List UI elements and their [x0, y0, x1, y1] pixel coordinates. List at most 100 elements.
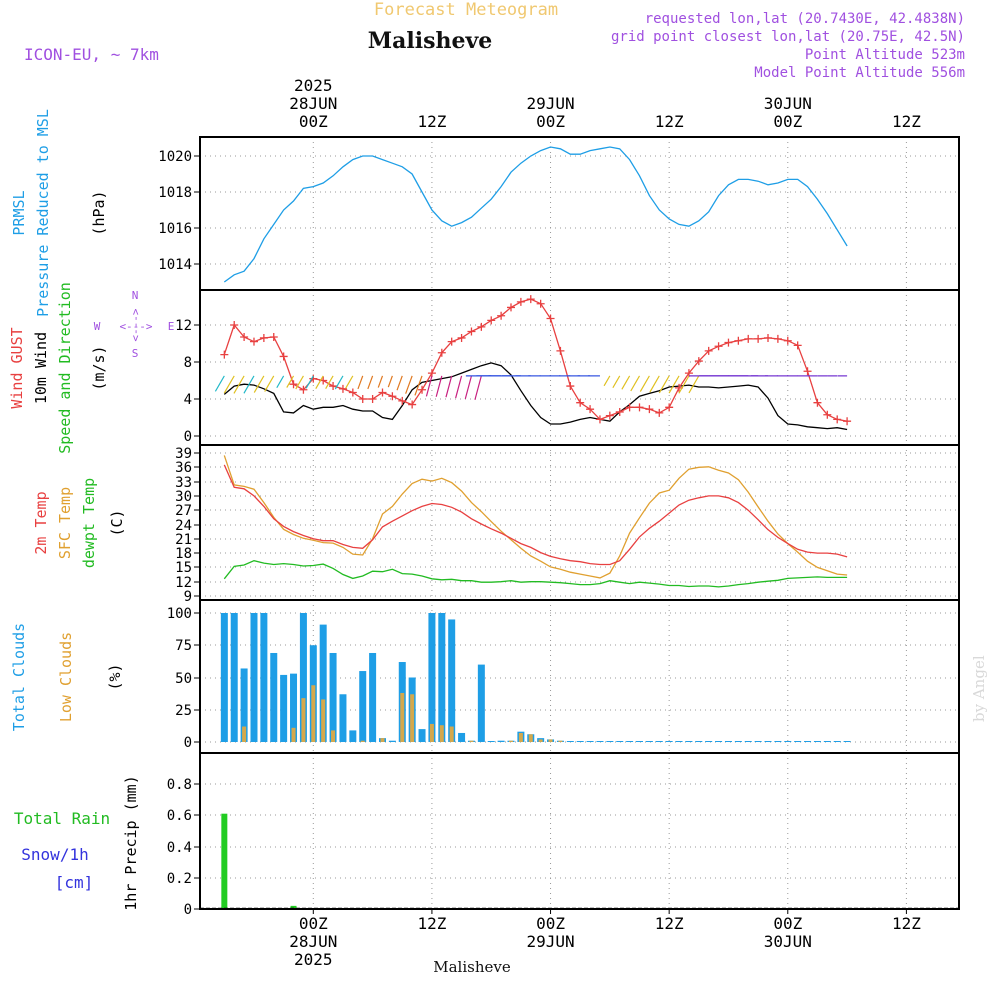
total-cloud-bar — [705, 741, 713, 742]
gust-marker — [536, 299, 545, 308]
gust-marker — [329, 382, 338, 391]
precip-ytick-label: 0 — [184, 902, 192, 918]
low-cloud-bar — [548, 739, 553, 742]
wind-direction-arrow — [621, 375, 631, 390]
gust-marker — [625, 403, 634, 412]
low-cloud-bar — [311, 685, 316, 742]
pressure-label: (hPa) — [90, 190, 108, 235]
total-cloud-bar — [823, 741, 831, 742]
gust-marker — [714, 342, 723, 351]
wind-direction-arrow — [357, 375, 364, 390]
precip-label: 1hr Precip (mm) — [122, 775, 140, 910]
gust-marker — [655, 408, 664, 417]
gust-marker — [566, 382, 575, 391]
total-cloud-bar — [586, 741, 594, 742]
pressure-ytick-label: 1020 — [158, 149, 192, 165]
precip-panel: 0 0.2 0.4 0.6 0.8 1hr Precip (mm) Total Rain… — [14, 753, 959, 918]
precip-legend-item: [cm] — [55, 873, 94, 892]
gust-marker — [497, 311, 506, 320]
low-cloud-bar — [429, 723, 434, 742]
low-cloud-bar — [439, 725, 444, 742]
model-altitude: Model Point Altitude 556m — [754, 65, 965, 81]
gust-marker — [813, 398, 822, 407]
pressure-grid — [200, 137, 959, 290]
top-title: Forecast Meteogram — [374, 0, 558, 20]
total-cloud-bar — [299, 613, 307, 742]
low-cloud-bar — [321, 699, 326, 742]
gust-line — [223, 298, 848, 422]
wind-direction-arrow — [243, 375, 255, 394]
precip-ytick-label: 0.2 — [167, 871, 192, 887]
gust-marker — [467, 327, 476, 336]
total-cloud-bar — [794, 741, 802, 742]
gust-marker — [427, 369, 436, 378]
location-title: Malisheve — [368, 28, 492, 54]
temperature-ytick-label: 33 — [175, 475, 192, 491]
bottom-time-label: 29JUN — [526, 932, 574, 951]
wind-direction-arrow — [464, 375, 473, 400]
top-time-label: 12Z — [655, 112, 684, 131]
wind-direction-arrow — [435, 375, 443, 397]
top-time-label: 00Z — [773, 112, 802, 131]
pressure-panel: 1014 1016 1018 1020 PRMSL Pressure Reduced t… — [10, 109, 959, 317]
wind-panel: 0 4 8 12 Wind GUST 10m Wind Speed and Directi… — [8, 282, 959, 454]
bottom-time-label: 00Z — [536, 914, 565, 933]
low-cloud-bar — [360, 740, 365, 742]
wind-direction-arrow — [649, 375, 660, 393]
wind-direction-arrow — [315, 375, 324, 390]
gust-marker — [803, 367, 812, 376]
temperature-side-labels: 2m Temp SFC Temp dewpt Temp (C) — [32, 478, 126, 568]
total-cloud-bar — [458, 732, 466, 742]
total-cloud-bar — [774, 741, 782, 742]
watermark: by Angel — [970, 655, 988, 722]
pressure-label: Pressure Reduced to MSL — [34, 109, 52, 317]
gust-marker — [388, 392, 397, 401]
wind-label: 10m Wind — [32, 332, 50, 404]
clouds-panel: 0 25 50 75 100 Total Clouds Low Clouds (%) — [10, 600, 959, 753]
total-cloud-bar — [764, 741, 772, 742]
total-cloud-bar — [804, 741, 812, 742]
wind-y-ticks: 0 4 8 12 — [175, 318, 200, 445]
dewpt-temp-line — [223, 560, 848, 588]
gust-marker — [398, 396, 407, 405]
gust-marker — [605, 411, 614, 420]
wind-direction-arrow — [612, 375, 621, 389]
wind-direction-arrow — [377, 375, 384, 388]
compass-s: S — [132, 347, 139, 360]
pressure-y-ticks: 1014 1016 1018 1020 — [158, 149, 200, 273]
gust-marker — [724, 338, 733, 347]
clouds-ytick-label: 75 — [175, 638, 192, 654]
gust-marker — [615, 407, 624, 416]
clouds-y-ticks: 0 25 50 75 100 — [167, 606, 200, 751]
total-cloud-bar — [724, 741, 732, 742]
bottom-time-label: 30JUN — [764, 932, 812, 951]
precip-legend-item: Total Rain — [14, 809, 110, 828]
gust-marker — [487, 316, 496, 325]
total-cloud-bar — [280, 674, 288, 742]
total-cloud-bar — [290, 673, 298, 742]
temperature-label: (C) — [108, 509, 126, 536]
clouds-ytick-label: 25 — [175, 703, 192, 719]
pressure-label: PRMSL — [10, 190, 28, 235]
top-time-label: 29JUN — [526, 94, 574, 113]
gust-marker — [289, 380, 298, 389]
total-cloud-bar — [428, 613, 436, 742]
low-cloud-bar — [558, 740, 563, 742]
wind-direction-arrow — [264, 375, 275, 392]
top-time-label: 12Z — [892, 112, 921, 131]
rain-bar — [221, 813, 228, 909]
compass-arrow-vertical: <---> — [129, 308, 142, 341]
bottom-time-label: 12Z — [417, 914, 446, 933]
low-cloud-bar — [469, 740, 474, 742]
gust-marker — [240, 333, 249, 342]
compass-n: N — [132, 289, 139, 302]
wind-ytick-label: 0 — [184, 429, 192, 445]
gust-marker — [299, 385, 308, 394]
total-cloud-bar — [784, 741, 792, 742]
gust-marker — [823, 410, 832, 419]
gust-marker — [348, 388, 357, 397]
total-cloud-bar — [636, 741, 644, 742]
total-cloud-bar — [645, 741, 653, 742]
